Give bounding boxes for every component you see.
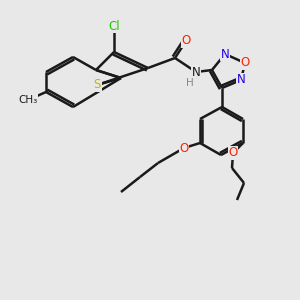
Text: O: O (179, 142, 189, 154)
Text: H: H (186, 78, 194, 88)
Text: O: O (182, 34, 190, 47)
Text: N: N (220, 47, 230, 61)
Text: N: N (192, 65, 200, 79)
Text: Cl: Cl (108, 20, 120, 32)
Text: N: N (237, 74, 245, 86)
Text: CH₃: CH₃ (18, 95, 38, 105)
Text: S: S (93, 79, 101, 92)
Text: O: O (240, 56, 250, 70)
Text: O: O (228, 146, 238, 160)
